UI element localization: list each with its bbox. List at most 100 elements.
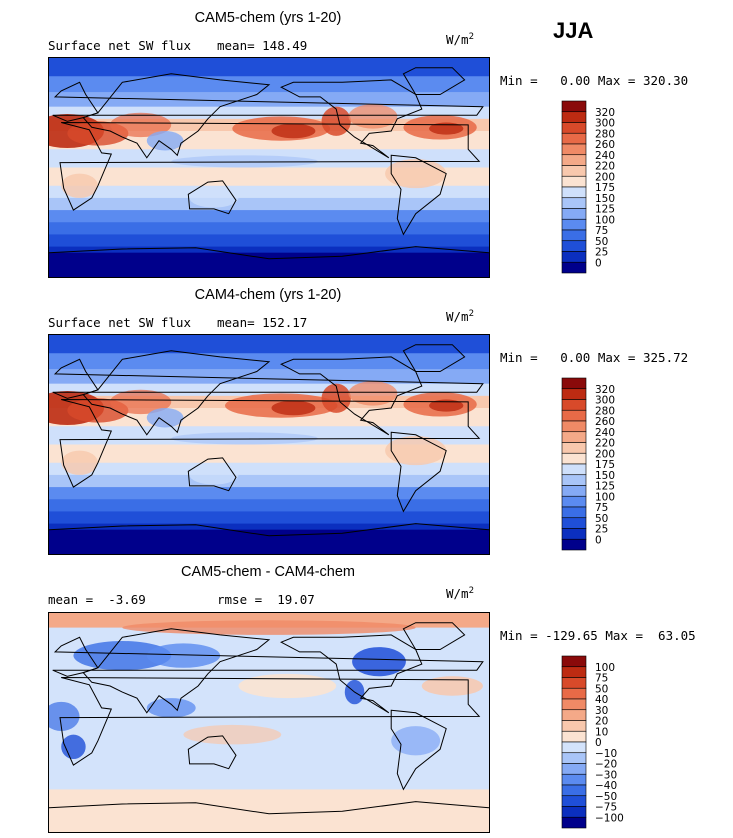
north-atlantic-positive <box>421 676 483 696</box>
latitude-band-14 <box>49 252 489 277</box>
panel-3-map-field <box>49 613 489 832</box>
colorbar-level-label: 50 <box>595 513 608 525</box>
colorbar-bin-13 <box>561 795 587 807</box>
coastline-north-america <box>280 634 423 714</box>
diff-band-3 <box>49 789 489 832</box>
latitude-band-7 <box>49 444 489 464</box>
latitude-band-13 <box>49 246 489 254</box>
australia-moderate <box>189 465 239 485</box>
panel-2-variable: Surface net SW flux <box>48 315 191 330</box>
panel-1-mean: mean= 148.49 <box>217 38 308 53</box>
colorbar-level-label: −30 <box>595 769 617 781</box>
colorbar-bin-2 <box>561 399 587 411</box>
panel-1-map <box>48 57 490 278</box>
colorbar-bin-10 <box>561 208 587 220</box>
coastline-greenland <box>402 622 466 650</box>
panel-3-title: CAM5-chem - CAM4-chem <box>180 564 356 580</box>
amazon-moderate <box>385 435 447 466</box>
colorbar-level-label: 175 <box>595 459 615 471</box>
latitude-band-8 <box>49 462 489 476</box>
colorbar-level-label: −75 <box>595 802 617 814</box>
colorbar-bin-5 <box>561 431 587 443</box>
coastline-australia <box>187 180 237 215</box>
colorbar-bin-4 <box>561 143 587 156</box>
colorbar-level-label: 50 <box>595 683 608 695</box>
colorbar-level-label: −20 <box>595 759 617 771</box>
colorbar-bin-9 <box>561 474 587 486</box>
colorbar-bin-12 <box>561 784 587 797</box>
panel-3-units: W/m2 <box>446 586 474 602</box>
coastline-asia <box>82 350 271 436</box>
colorbar-level-label: 50 <box>595 236 608 248</box>
panel-1-title: CAM5-chem (yrs 1-20) <box>194 10 342 26</box>
colorbar-bin-1 <box>561 111 587 123</box>
colorbar-level-label: 20 <box>595 716 608 728</box>
eurasia-negative <box>73 640 172 671</box>
colorbar-level-label: 320 <box>595 107 615 119</box>
southern-africa-moderate <box>61 450 98 475</box>
coastline-greenland <box>402 344 466 372</box>
coastline-africa <box>59 122 481 211</box>
monsoon-low <box>146 131 184 151</box>
colorbar-bin-8 <box>561 186 587 199</box>
colorbar-bin-5 <box>561 709 587 721</box>
panel-1-units: W/m2 <box>446 32 474 48</box>
southern-africa-moderate <box>61 173 98 198</box>
panel-2-title: CAM4-chem (yrs 1-20) <box>194 287 342 303</box>
coastline-europe <box>52 358 484 399</box>
australia-moderate <box>189 188 239 208</box>
colorbar-bin-12 <box>561 229 587 242</box>
panel-3-mean: mean = -3.69 <box>48 592 146 607</box>
coastline-north-america <box>280 356 423 436</box>
colorbar-bin-13 <box>561 240 587 252</box>
colorbar-level-label: 150 <box>595 193 615 205</box>
colorbar-level-label: −50 <box>595 791 617 803</box>
colorbar-bin-15 <box>561 261 587 274</box>
north-atlantic-core <box>429 122 464 135</box>
colorbar-bin-4 <box>561 420 587 433</box>
coastline-south-america <box>390 431 447 513</box>
coastline-australia <box>187 735 237 770</box>
colorbar-level-label: 25 <box>595 524 608 536</box>
south-asia-negative <box>146 698 196 718</box>
colorbar-level-label: 0 <box>595 534 602 546</box>
colorbar-bin-12 <box>561 506 587 519</box>
colorbar-bin-8 <box>561 463 587 476</box>
colorbar-bin-4 <box>561 698 587 711</box>
latitude-band-14 <box>49 529 489 554</box>
colorbar-level-label: 10 <box>595 726 608 738</box>
panel-2-map <box>48 334 490 555</box>
itcz-band <box>171 432 318 445</box>
colorbar-level-label: 260 <box>595 416 615 428</box>
panel-2-mean: mean= 152.17 <box>217 315 308 330</box>
colorbar-level-label: 100 <box>595 491 615 503</box>
latitude-band-7 <box>49 167 489 187</box>
coastline-europe <box>52 81 484 122</box>
panel-1-map-field <box>49 58 489 277</box>
south-america-negative <box>391 726 441 756</box>
colorbar-bin-13 <box>561 517 587 529</box>
panel-3-range: Min = -129.65 Max = 63.05 <box>500 628 696 643</box>
colorbar-bin-11 <box>561 773 587 786</box>
colorbar-bin-2 <box>561 122 587 134</box>
colorbar-bin-7 <box>561 730 587 743</box>
colorbar-level-label: 25 <box>595 247 608 259</box>
colorbar-level-label: 280 <box>595 128 615 140</box>
latitude-band-9 <box>49 474 489 488</box>
latitude-band-0 <box>49 335 489 354</box>
colorbar-level-label: 220 <box>595 161 615 173</box>
latitude-band-2 <box>49 92 489 108</box>
colorbar-bin-0 <box>561 377 587 390</box>
latitude-band-0 <box>49 58 489 77</box>
colorbar-level-label: 300 <box>595 395 615 407</box>
colorbar-level-label: 200 <box>595 171 615 183</box>
colorbar-bin-5 <box>561 154 587 166</box>
colorbar-level-label: 75 <box>595 502 608 514</box>
colorbar-bin-7 <box>561 175 587 188</box>
arctic-positive <box>122 620 416 635</box>
colorbar-level-label: 240 <box>595 427 615 439</box>
north-atlantic-core <box>429 399 464 412</box>
panel-1-colorbar: 320 300 280 260 240 220 200 175 150 125 100 75 50 25 0 <box>561 100 622 274</box>
panel-3-rmse: rmse = 19.07 <box>217 592 315 607</box>
colorbar-bin-0 <box>561 655 587 668</box>
